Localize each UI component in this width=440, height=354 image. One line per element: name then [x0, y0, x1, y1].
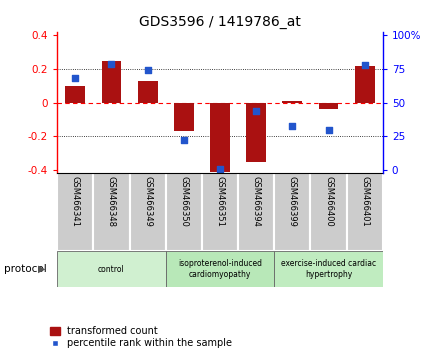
FancyBboxPatch shape — [129, 173, 166, 251]
FancyBboxPatch shape — [202, 173, 238, 251]
Text: ▶: ▶ — [38, 264, 46, 274]
FancyBboxPatch shape — [274, 251, 383, 287]
Title: GDS3596 / 1419786_at: GDS3596 / 1419786_at — [139, 16, 301, 29]
FancyBboxPatch shape — [93, 173, 129, 251]
FancyBboxPatch shape — [57, 251, 166, 287]
Bar — [282, 101, 302, 103]
Text: GSM466399: GSM466399 — [288, 176, 297, 227]
Point — [180, 138, 187, 143]
FancyBboxPatch shape — [166, 173, 202, 251]
Bar — [246, 103, 266, 162]
Point — [72, 75, 79, 81]
Point — [144, 68, 151, 73]
Point — [289, 123, 296, 129]
FancyBboxPatch shape — [57, 173, 93, 251]
Text: GSM466349: GSM466349 — [143, 176, 152, 227]
Text: GSM466394: GSM466394 — [252, 176, 260, 227]
Legend: transformed count, percentile rank within the sample: transformed count, percentile rank withi… — [49, 325, 233, 349]
FancyBboxPatch shape — [274, 173, 311, 251]
Text: GSM466400: GSM466400 — [324, 176, 333, 227]
Text: GSM466401: GSM466401 — [360, 176, 369, 227]
Point — [108, 61, 115, 67]
Point — [325, 127, 332, 132]
FancyBboxPatch shape — [166, 251, 274, 287]
Point — [361, 62, 368, 68]
Bar — [174, 103, 194, 131]
FancyBboxPatch shape — [238, 173, 274, 251]
FancyBboxPatch shape — [311, 173, 347, 251]
Text: exercise-induced cardiac
hypertrophy: exercise-induced cardiac hypertrophy — [281, 259, 376, 279]
Text: protocol: protocol — [4, 264, 47, 274]
Text: GSM466350: GSM466350 — [180, 176, 188, 227]
Text: control: control — [98, 264, 125, 274]
FancyBboxPatch shape — [347, 173, 383, 251]
Bar — [66, 86, 85, 103]
Text: GSM466351: GSM466351 — [216, 176, 224, 227]
Point — [216, 166, 224, 172]
Bar — [319, 103, 338, 109]
Text: isoproterenol-induced
cardiomyopathy: isoproterenol-induced cardiomyopathy — [178, 259, 262, 279]
Bar — [102, 61, 121, 103]
Text: GSM466341: GSM466341 — [71, 176, 80, 227]
Bar — [138, 81, 158, 103]
Text: GSM466348: GSM466348 — [107, 176, 116, 227]
Bar — [210, 103, 230, 172]
Point — [253, 108, 260, 114]
Bar — [355, 65, 375, 103]
